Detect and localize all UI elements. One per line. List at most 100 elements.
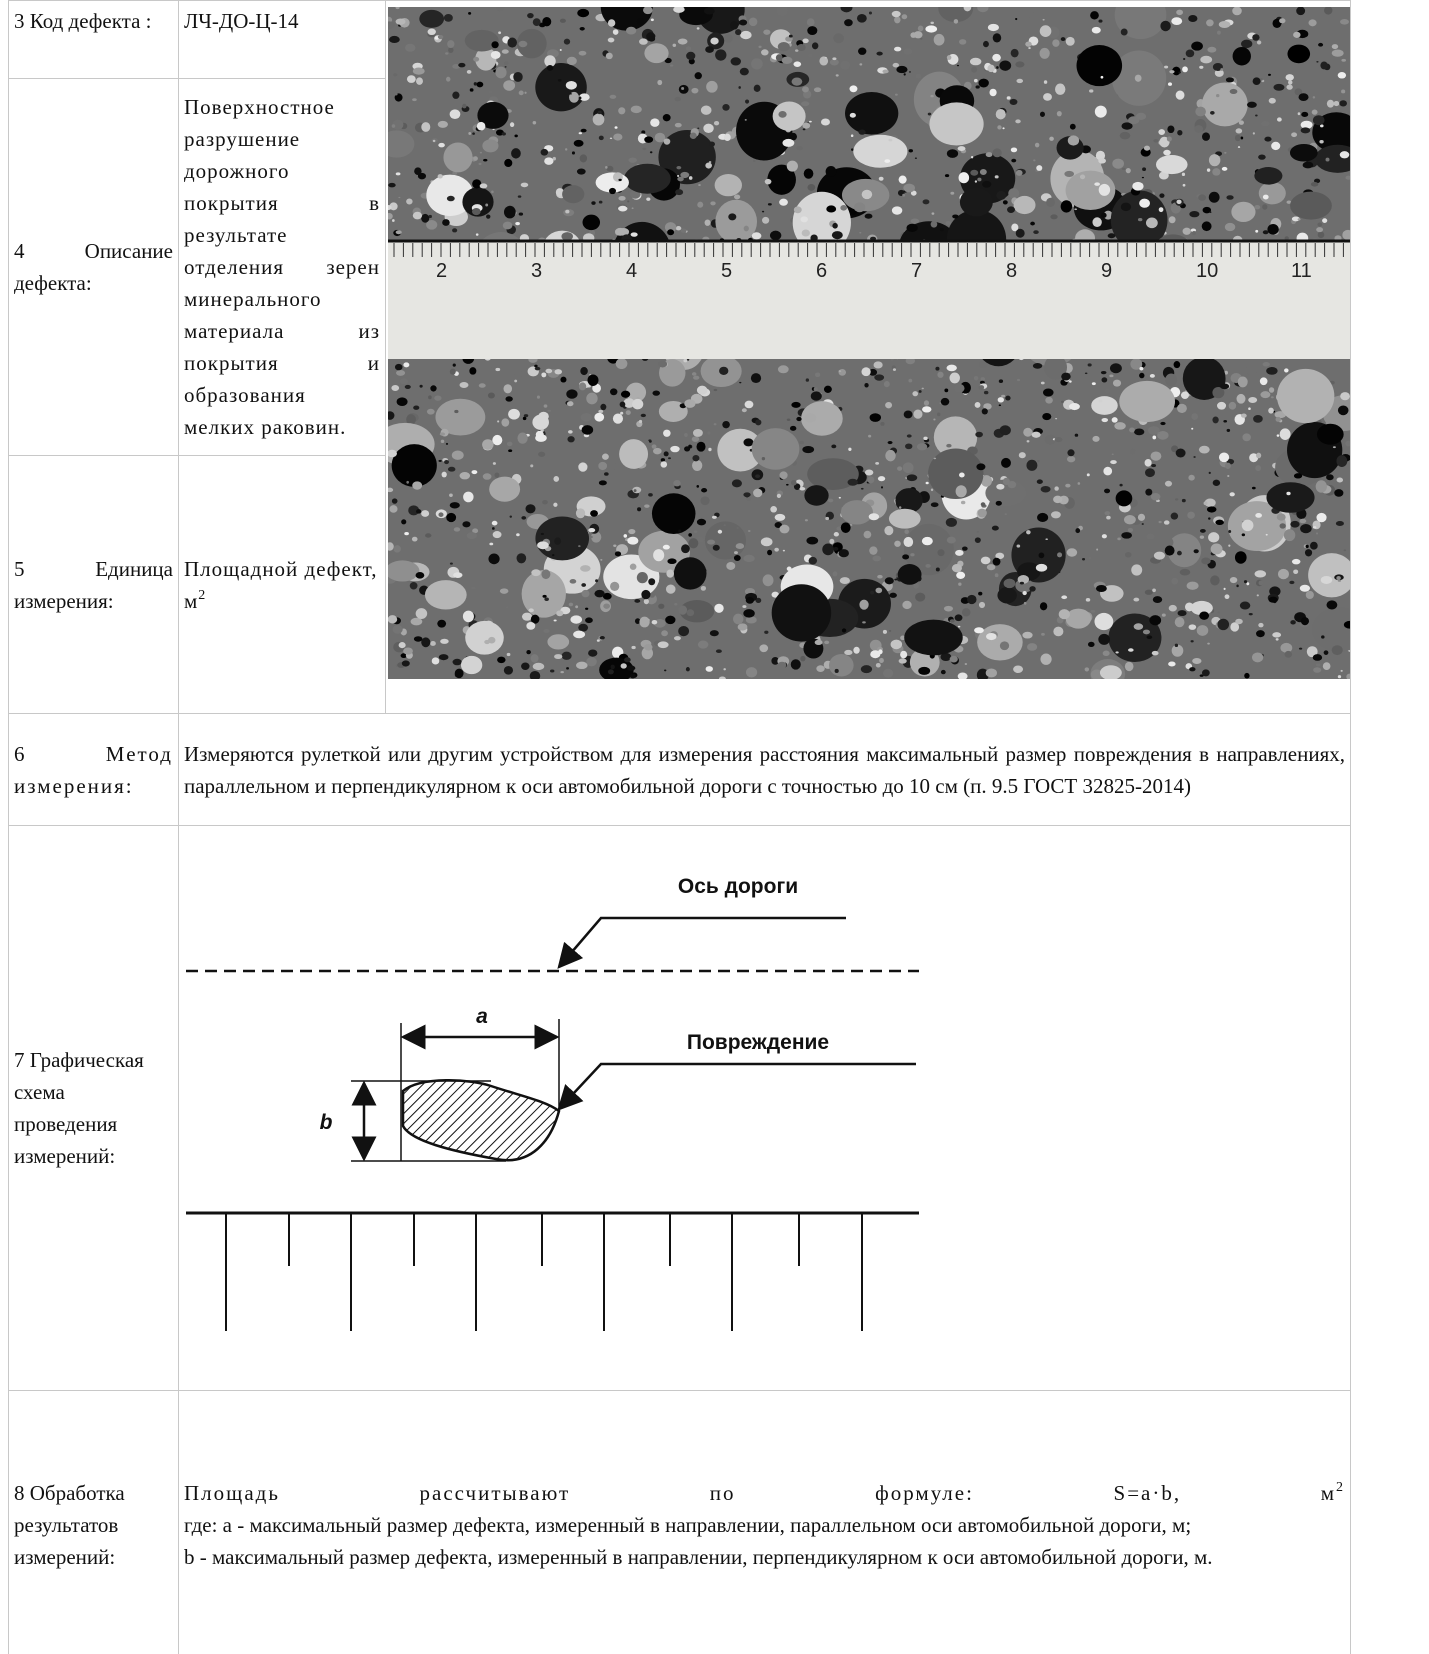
grain [858, 129, 866, 135]
label: 5 Единица измерения: [14, 556, 173, 613]
grain [644, 643, 653, 651]
grain [504, 66, 507, 68]
grain [482, 439, 494, 450]
row-label: 7 Графическая схема проведения измерений… [8, 825, 179, 1391]
damage-label: Повреждение [687, 1031, 829, 1054]
grain [1040, 381, 1045, 385]
grain [958, 582, 962, 586]
grain [650, 118, 660, 127]
grain [1188, 474, 1195, 481]
grain [1128, 116, 1140, 125]
grain [1153, 139, 1159, 143]
grain [861, 367, 871, 377]
grain [997, 125, 1002, 130]
grain [832, 571, 838, 577]
grain [396, 369, 406, 376]
grain [426, 219, 438, 230]
grain [437, 619, 447, 628]
grain [1322, 218, 1328, 223]
grain [542, 594, 547, 598]
grain [1052, 39, 1060, 47]
grain [1196, 625, 1209, 636]
grain [488, 553, 500, 565]
grain [1152, 596, 1163, 603]
grain [1188, 624, 1197, 630]
grain [531, 569, 541, 577]
grain [1322, 662, 1331, 671]
grain [703, 7, 715, 15]
row-label: 6 Метод измерения: [8, 713, 179, 826]
grain [1167, 533, 1202, 568]
grain [1279, 428, 1291, 440]
grain [535, 434, 547, 442]
grain [1173, 361, 1181, 369]
grain [962, 546, 968, 551]
grain [1191, 427, 1194, 430]
grain [413, 636, 423, 642]
grain [438, 512, 444, 517]
grain [1317, 222, 1323, 227]
grain [586, 392, 598, 405]
grain [940, 652, 952, 662]
grain [578, 382, 587, 391]
grain [1199, 611, 1210, 620]
grain [923, 436, 928, 440]
grain [698, 184, 701, 186]
grain [594, 589, 605, 598]
grain [398, 642, 406, 649]
grain [771, 657, 780, 665]
grain [686, 51, 696, 60]
grain [1256, 594, 1259, 597]
grain [489, 476, 521, 502]
grain [838, 496, 841, 499]
grain [1163, 520, 1170, 525]
grain [1316, 227, 1324, 233]
grain [1228, 544, 1231, 547]
grain [439, 432, 446, 436]
grain [650, 18, 654, 22]
grain [933, 33, 945, 46]
grain [688, 176, 693, 180]
grain [786, 160, 798, 172]
grain [530, 654, 539, 663]
grain [1336, 477, 1344, 483]
grain [890, 639, 903, 650]
axis-label: Ось дороги [678, 875, 798, 898]
grain [428, 395, 432, 400]
ruler-number: 3 [531, 260, 542, 282]
grain [689, 132, 697, 139]
grain [618, 107, 626, 115]
grain [459, 471, 471, 480]
grain [1044, 434, 1056, 445]
grain [1002, 200, 1008, 205]
grain [1010, 147, 1018, 153]
grain [1323, 650, 1329, 655]
grain [1144, 589, 1153, 595]
grain [566, 56, 577, 66]
grain [714, 173, 742, 197]
grain [774, 513, 786, 521]
grain [454, 668, 464, 679]
grain [873, 361, 883, 369]
grain [684, 432, 688, 437]
grain [565, 80, 577, 90]
grain [992, 33, 1002, 43]
grain [891, 10, 901, 18]
label: 3 Код дефекта : [14, 9, 152, 33]
grain [1004, 513, 1007, 515]
grain [755, 419, 762, 426]
grain [760, 537, 773, 547]
grain [605, 165, 608, 169]
grain [908, 149, 913, 153]
grain [389, 35, 400, 44]
grain [1098, 183, 1111, 196]
grain [704, 219, 711, 226]
grain [581, 425, 594, 435]
grain [501, 132, 506, 136]
grain [1098, 158, 1106, 164]
grain [877, 574, 883, 579]
grain [1124, 551, 1132, 558]
grain [1039, 47, 1050, 59]
grain [1183, 57, 1186, 61]
grain [1031, 431, 1041, 438]
